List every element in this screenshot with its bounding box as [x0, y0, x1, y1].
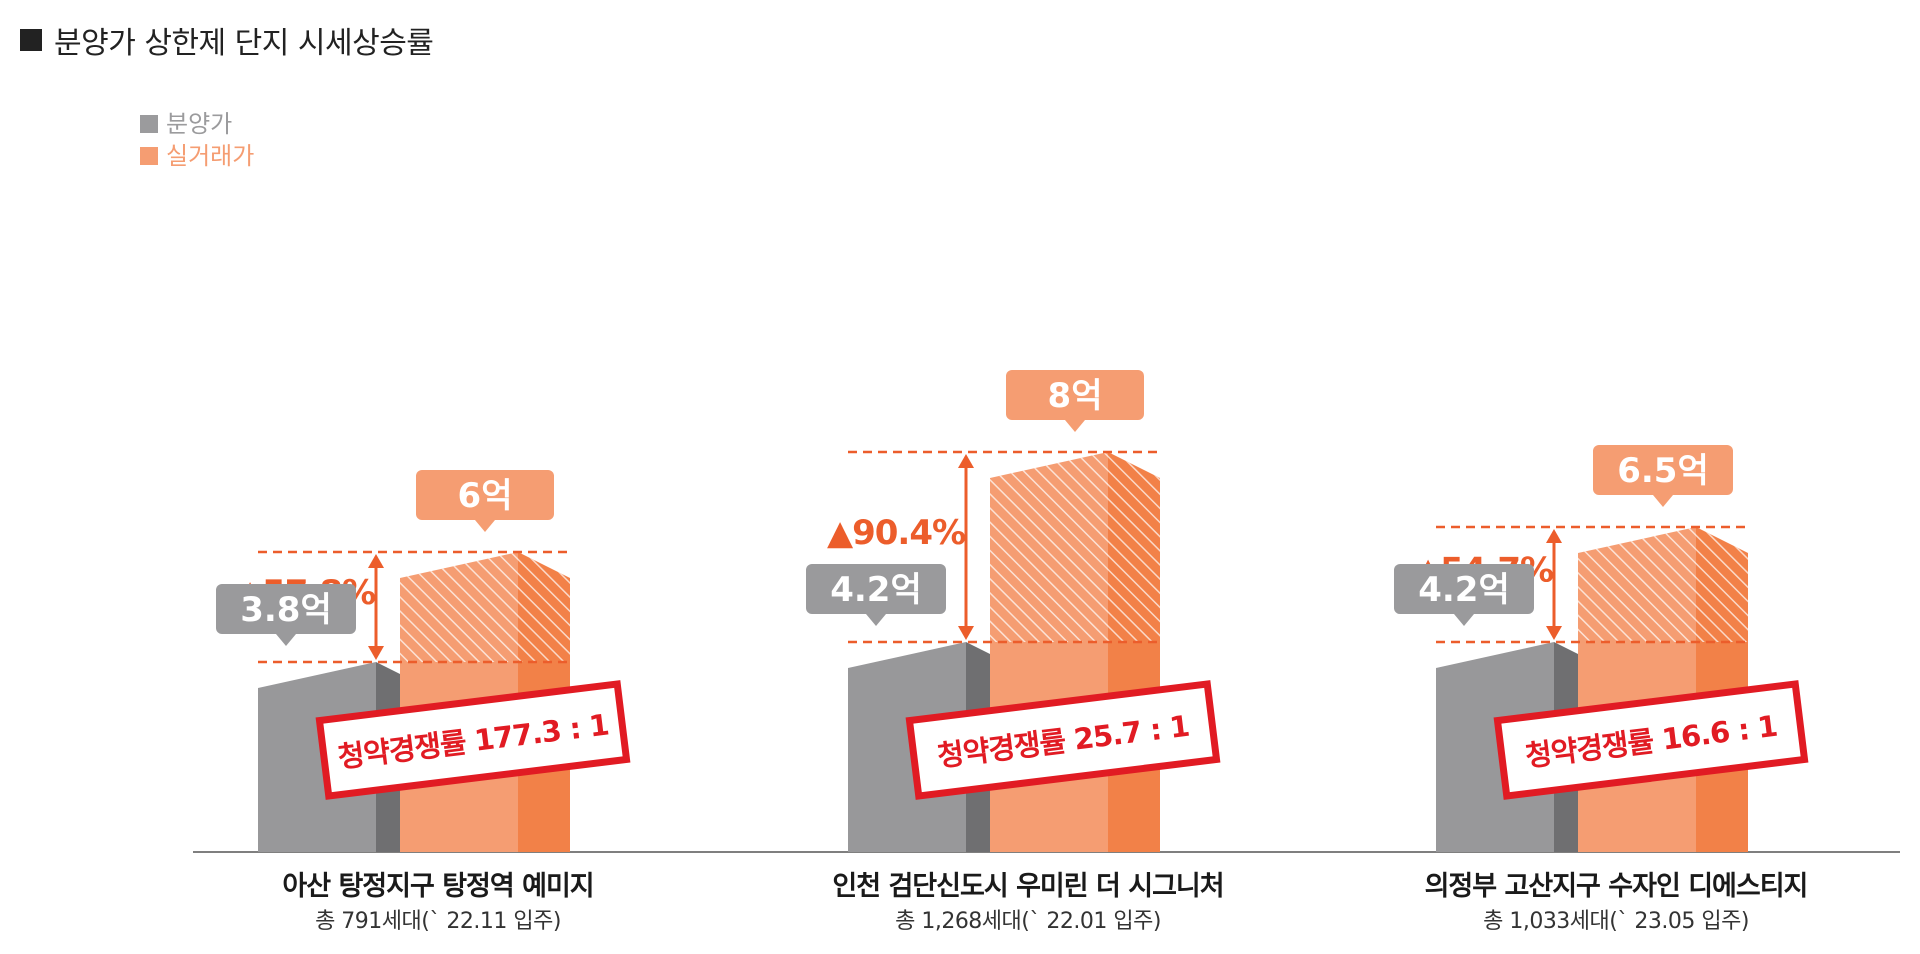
group-1-real-callout-pointer: [475, 520, 495, 532]
group-2-real-callout-pointer: [1065, 420, 1085, 432]
group-1-real-callout: 6억: [416, 470, 554, 532]
group-2-real-bar: [990, 452, 1160, 852]
title-square-icon: [20, 29, 42, 51]
legend-swatch-real: [140, 147, 158, 165]
group-1-sale-callout-box: [216, 584, 356, 634]
group-2-arrow-up: [958, 454, 974, 468]
group-3-stamp-box: [1493, 680, 1809, 800]
legend-label-sale: 분양가: [166, 110, 233, 138]
group-2-category-label: 인천 검단신도시 우미린 더 시그니처: [832, 871, 1223, 902]
group-3-competition-stamp: 청약경쟁률 16.6 : 1: [1493, 680, 1809, 800]
group-3-real-callout-text: 6.5억: [1617, 451, 1709, 491]
legend-item-real: 실거래가: [140, 140, 254, 172]
group-2-real-callout-text: 8억: [1048, 376, 1103, 416]
group-1-sale-callout-text: 3.8억: [240, 590, 332, 630]
legend-label-real: 실거래가: [166, 142, 255, 170]
group-3-real-bar-hatch: [1578, 527, 1748, 642]
group-3-arrow-down: [1546, 626, 1562, 640]
group-1-stamp-box: [315, 680, 631, 800]
group-1-category-sub: 총 791세대(` 22.11 입주): [315, 909, 561, 934]
group-1-competition-stamp: 청약경쟁률 177.3 : 1: [315, 680, 631, 800]
group-3-sale-bar-front: [1436, 642, 1554, 852]
group-1-sale-callout: 3.8억: [216, 584, 356, 646]
group-2-stamp-box: [905, 680, 1221, 800]
legend-item-sale: 분양가: [140, 108, 254, 140]
group-2-real-bar-hatch: [990, 452, 1160, 642]
group-3-category-sub: 총 1,033세대(` 23.05 입주): [1483, 909, 1749, 934]
group-2-sale-callout: 4.2억: [806, 564, 946, 626]
group-3-real-callout-pointer: [1653, 495, 1673, 507]
group-2-sale-callout-box: [806, 564, 946, 614]
group-3-sale-callout-text: 4.2억: [1418, 570, 1510, 610]
group-3-arrow-up: [1546, 529, 1562, 543]
group-1-real-callout-box: [416, 470, 554, 520]
group-2-sale-bar-front: [848, 642, 966, 852]
group-1-sale-bar-front: [258, 662, 376, 852]
group-1-arrow-up: [368, 554, 384, 568]
group-1-arrow-down: [368, 646, 384, 660]
group-1-real-bar-hatch: [400, 552, 570, 662]
group-2-category-sub: 총 1,268세대(` 22.01 입주): [895, 909, 1161, 934]
group-2-sale-callout-text: 4.2억: [830, 570, 922, 610]
group-1-category-label: 아산 탕정지구 탕정역 예미지: [282, 871, 593, 902]
group-3-real-callout-box: [1593, 445, 1733, 495]
legend-swatch-sale: [140, 115, 158, 133]
group-2-real-callout-box: [1006, 370, 1144, 420]
group-1-real-callout-text: 6억: [458, 476, 513, 516]
group-2-sale-callout-pointer: [866, 614, 886, 626]
group-3-sale-callout-pointer: [1454, 614, 1474, 626]
group-1-sale-callout-pointer: [276, 634, 296, 646]
group-2-competition-stamp: 청약경쟁률 25.7 : 1: [905, 680, 1221, 800]
group-3-category-label: 의정부 고산지구 수자인 디에스티지: [1425, 871, 1808, 902]
group-2-arrow-down: [958, 626, 974, 640]
chart-title-text: 분양가 상한제 단지 시세상승률: [54, 26, 434, 61]
legend: 분양가 실거래가: [140, 108, 254, 172]
group-2-rise-label: ▲90.4%: [827, 513, 965, 553]
group-3-sale-callout-box: [1394, 564, 1534, 614]
group-3-real-callout: 6.5억: [1593, 445, 1733, 507]
group-3-sale-callout: 4.2억: [1394, 564, 1534, 626]
group-2-real-callout: 8억: [1006, 370, 1144, 432]
chart-title: 분양가 상한제 단지 시세상승률: [20, 18, 434, 62]
